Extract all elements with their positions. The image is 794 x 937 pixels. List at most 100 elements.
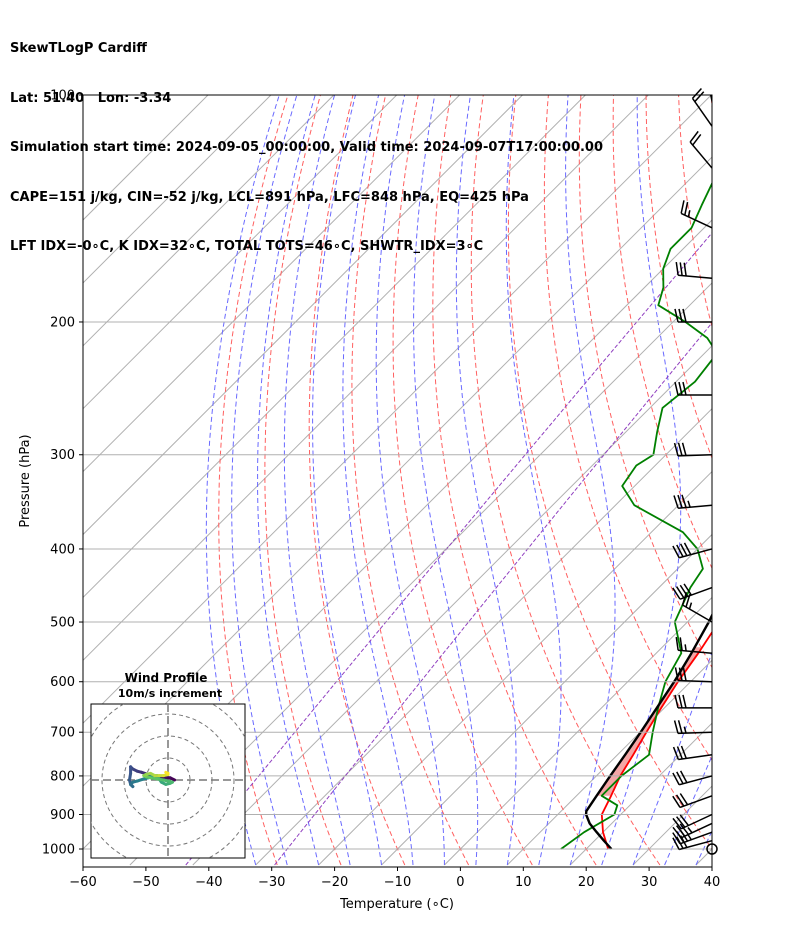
y-axis-ticks: 100 200 300 400 500 600 700 800 900 1000	[42, 89, 83, 858]
dry-adiabat	[351, 95, 470, 866]
header-index-line: LFT IDX=-0∘C, K IDX=32∘C, TOTAL TOTS=46∘…	[10, 239, 484, 254]
moist-adiabat	[505, 95, 562, 866]
barb-feather	[673, 720, 679, 734]
wind-barb	[691, 87, 713, 127]
wind-barb	[675, 261, 713, 279]
barb-shaft	[678, 504, 713, 509]
wind-barb	[672, 542, 713, 559]
barb-feather	[677, 720, 683, 734]
y-tick-label: 300	[50, 448, 75, 463]
wind-barb	[673, 720, 713, 735]
barb-feather	[675, 261, 679, 276]
dry-adiabat	[432, 95, 597, 866]
barb-shaft	[691, 97, 713, 127]
barb-feather	[682, 694, 687, 709]
barb-shaft	[682, 604, 713, 623]
dry-adiabat	[264, 95, 342, 866]
barb-feather	[678, 381, 683, 396]
barb-feather	[674, 694, 679, 709]
moist-adiabat	[375, 95, 445, 865]
barb-shaft	[677, 679, 713, 683]
dry-adiabat	[218, 95, 289, 866]
wind-barb	[689, 130, 713, 169]
wind-barb	[674, 667, 713, 683]
wind-barbs	[672, 87, 718, 855]
barb-feather	[672, 826, 682, 839]
parcel-line	[584, 95, 712, 850]
barb-feather	[676, 771, 684, 785]
barb-half-feather	[687, 500, 691, 508]
barb-shaft	[677, 731, 713, 735]
barb-feather	[679, 814, 690, 826]
barb-feather	[674, 667, 679, 681]
isotherm-line	[444, 596, 712, 866]
barb-feather	[675, 636, 679, 651]
barb-feather	[683, 262, 687, 277]
x-tick-label: 0	[456, 875, 464, 890]
isotherm-line	[192, 345, 712, 866]
wind-barb	[672, 793, 713, 809]
header-station-line: SkewTLogP Cardiff	[10, 41, 147, 56]
barb-half-feather	[683, 726, 687, 734]
barb-shaft	[678, 649, 713, 654]
isotherm-line	[632, 785, 712, 866]
hodograph-title: Wind Profile	[125, 671, 208, 685]
y-tick-label: 700	[50, 726, 75, 741]
dry-adiabat	[744, 95, 794, 865]
barb-feather	[678, 308, 683, 323]
barb-feather	[675, 586, 685, 599]
isotherm-line	[83, 95, 712, 724]
moist-adiabat	[342, 95, 414, 866]
moist-adiabat	[312, 95, 382, 866]
moist-adiabat	[695, 829, 712, 866]
barb-shaft	[678, 775, 713, 786]
wind-barb	[672, 822, 713, 839]
isotherm-line	[83, 95, 586, 599]
barb-shaft	[678, 754, 713, 761]
x-axis-label: Temperature (∘C)	[339, 897, 454, 912]
barb-feather	[689, 130, 699, 143]
dry-adiabat	[710, 95, 712, 115]
barb-feather	[683, 583, 692, 596]
hodograph-subtitle: 10m/s increment	[118, 687, 222, 700]
barb-feather	[682, 381, 687, 396]
hodograph-ring	[101, 713, 235, 847]
isotherm-line	[255, 407, 712, 866]
profile-lines	[560, 95, 712, 850]
dry-adiabat	[776, 95, 794, 865]
barb-feather	[676, 544, 684, 558]
wind-barb	[675, 636, 713, 654]
x-tick-label: −50	[132, 875, 159, 890]
barb-feather	[684, 201, 689, 216]
moist-adiabat	[283, 95, 351, 866]
moist-adiabat	[413, 95, 479, 866]
wind-barb	[706, 843, 718, 855]
isotherm-line	[83, 95, 398, 410]
x-tick-label: 10	[515, 875, 532, 890]
isotherm-line	[83, 95, 272, 284]
barb-shaft	[678, 839, 713, 851]
x-tick-label: −40	[195, 875, 222, 890]
barb-feather	[680, 745, 687, 759]
barb-feather	[673, 495, 679, 509]
dry-adiabat	[678, 95, 712, 329]
barb-feather	[679, 637, 683, 651]
moist-adiabat	[601, 95, 682, 866]
cape-cin-shading	[596, 95, 712, 796]
dry-adiabat	[578, 95, 712, 669]
moist-adiabat	[257, 95, 320, 866]
isotherm-line	[695, 848, 712, 866]
wind-barb	[672, 583, 713, 600]
barb-shaft	[680, 822, 713, 839]
barb-half-feather	[684, 644, 687, 652]
isotherm-line	[381, 533, 712, 866]
barb-shaft	[678, 548, 713, 559]
isotherm-line	[83, 95, 335, 347]
barb-feather	[678, 667, 683, 681]
wind-barb	[674, 308, 712, 323]
x-axis-ticks: −60 −50 −40 −30 −20 −10 0 10 20 30 40	[69, 867, 720, 890]
wind-barb	[672, 813, 713, 830]
isotherm-line	[83, 95, 460, 473]
dry-adiabat	[645, 95, 712, 460]
barb-feather	[672, 837, 680, 850]
